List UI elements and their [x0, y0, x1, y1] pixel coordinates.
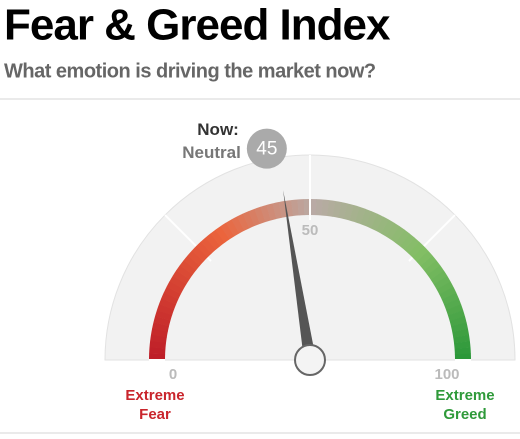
- gauge: 0 50 100 Extreme Fear Extreme Greed 45 Now: Neutr…: [104, 120, 516, 423]
- gauge-arc: [395, 229, 410, 247]
- high-label: Greed: [443, 406, 486, 423]
- gauge-arc: [179, 260, 197, 275]
- tick-label: 0: [169, 366, 177, 383]
- gauge-arc: [412, 246, 429, 262]
- gauge-arc: [427, 265, 445, 280]
- gauge-arc: [439, 286, 457, 300]
- gauge-arc: [231, 216, 245, 234]
- gauge-arc: [360, 208, 372, 227]
- value-heading: Now:: [197, 120, 239, 139]
- low-label: Fear: [139, 406, 171, 423]
- gauge-arc: [150, 334, 167, 343]
- high-label: Extreme: [435, 387, 494, 404]
- gauge-arc: [152, 322, 170, 332]
- gauge-arc: [176, 265, 193, 280]
- gauge-arc: [166, 281, 184, 295]
- gauge-arc: [242, 211, 255, 229]
- gauge-arc: [430, 270, 448, 285]
- gauge-arc: [452, 328, 470, 338]
- gauge-arc: [441, 292, 459, 305]
- gauge-arc: [416, 250, 433, 267]
- gauge-arc: [370, 213, 384, 231]
- gauge-arc: [163, 286, 181, 300]
- gauge-arc: [153, 315, 171, 327]
- gauge-arc: [354, 206, 367, 225]
- gauge-arc: [453, 341, 471, 349]
- gauge-arc: [380, 219, 395, 237]
- gauge-arc: [423, 260, 441, 276]
- gauge-arc: [248, 208, 261, 227]
- gauge-arc: [210, 229, 226, 247]
- gauge-arc: [375, 216, 389, 234]
- gauge-arc: [150, 328, 168, 338]
- value-caption: Neutral: [182, 143, 241, 162]
- gauge-arc: [450, 322, 468, 333]
- needle-hub: [294, 344, 326, 376]
- gauge-arc: [343, 203, 355, 221]
- gauge-arc: [443, 298, 462, 311]
- gauge-arc: [155, 309, 173, 321]
- gauge-arc: [169, 275, 187, 290]
- gauge-arc: [284, 200, 294, 217]
- gauge-arc: [215, 225, 230, 243]
- gauge-arc: [433, 275, 451, 290]
- gauge-arc: [187, 250, 204, 266]
- gauge-arc: [436, 281, 454, 295]
- gauge-arc: [172, 270, 190, 285]
- gauge-arc: [191, 245, 208, 262]
- gauge-arc: [399, 233, 415, 250]
- gauge-arc: [272, 202, 283, 220]
- gauge-arc: [404, 237, 420, 254]
- gauge-arc: [183, 255, 200, 271]
- gauge-arc: [321, 199, 330, 217]
- needle: [283, 190, 316, 361]
- gauge-arc: [220, 222, 235, 240]
- gauge-arc: [149, 340, 167, 349]
- gauge-arc: [291, 199, 299, 217]
- gauge-arc: [200, 237, 217, 254]
- gauge-arc: [205, 233, 221, 250]
- gauge-arc: [158, 298, 177, 310]
- gauge-arc: [453, 334, 470, 344]
- gauge-arc: [156, 303, 175, 316]
- gauge-arc: [408, 241, 425, 258]
- value-text: 45: [256, 139, 277, 160]
- tick-label: 100: [434, 366, 459, 383]
- gauge-arc: [449, 316, 467, 327]
- gauge-arc: [266, 203, 277, 221]
- gauge-arc: [338, 202, 348, 220]
- gauge-arc: [349, 205, 361, 223]
- gauge-arc: [447, 310, 466, 321]
- gauge-arc: [420, 255, 437, 271]
- gauge-arc: [446, 304, 464, 316]
- gauge-arc: [161, 292, 179, 305]
- tick-label: 50: [302, 222, 319, 239]
- gauge-arc: [385, 222, 400, 240]
- gauge-arc: [332, 200, 342, 218]
- gauge-background: [104, 154, 516, 361]
- value-bubble: [246, 128, 287, 169]
- subtitle: What emotion is driving the market now?: [4, 60, 376, 82]
- gauge-arc: [196, 241, 212, 258]
- gauge-arc: [236, 213, 250, 231]
- gauge-arc: [225, 219, 240, 237]
- gauge-arc: [260, 204, 271, 223]
- low-label: Extreme: [125, 387, 184, 404]
- gauge-arc: [254, 206, 266, 224]
- title: Fear & Greed Index: [4, 1, 391, 50]
- gauge-arc: [327, 200, 336, 217]
- gauge-arc: [390, 226, 405, 243]
- gauge-arc: [365, 211, 378, 229]
